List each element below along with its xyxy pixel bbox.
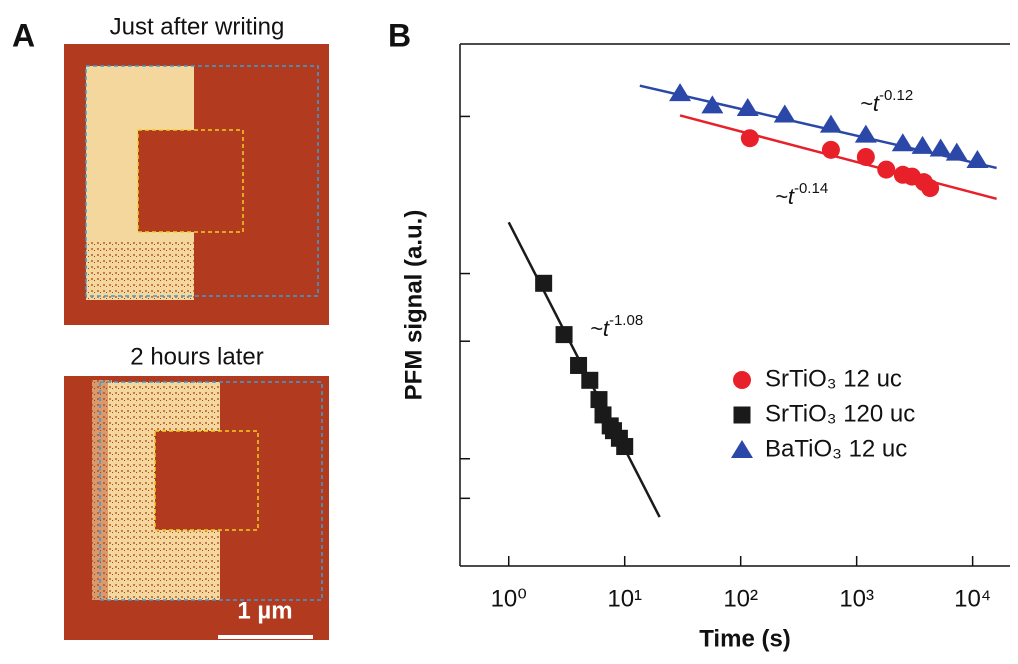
marker xyxy=(740,129,759,148)
fit-line xyxy=(679,114,997,201)
marker xyxy=(570,356,588,374)
annotation-text: ~t xyxy=(860,91,880,116)
legend-label: SrTiO₃ 120 uc xyxy=(765,400,915,427)
marker xyxy=(616,438,634,456)
marker xyxy=(773,104,796,123)
scale-bar-label: 1 µm xyxy=(237,597,292,624)
annotation-exponent: -0.14 xyxy=(794,180,828,197)
annotation: ~t-0.12 xyxy=(860,87,913,116)
panel-label: B xyxy=(388,17,411,53)
marker xyxy=(669,83,692,102)
y-axis-label: PFM signal (a.u.) xyxy=(400,210,427,401)
marker xyxy=(590,391,608,409)
legend-marker xyxy=(731,440,753,458)
marker xyxy=(891,133,914,152)
annotation: ~t-0.14 xyxy=(775,180,828,209)
marker xyxy=(911,135,934,154)
legend-label: SrTiO₃ 12 uc xyxy=(765,365,902,392)
x-axis-label: Time (s) xyxy=(699,625,791,652)
legend-marker xyxy=(733,371,751,389)
marker xyxy=(856,147,875,166)
marker xyxy=(819,114,842,133)
legend-marker xyxy=(733,406,751,424)
x-tick-label: 10³ xyxy=(839,585,874,612)
annotation: ~t-1.08 xyxy=(590,312,643,341)
panel-label: A xyxy=(12,17,35,53)
x-tick-label: 10¹ xyxy=(607,585,642,612)
x-tick-label: 10⁴ xyxy=(954,585,991,612)
image-title: 2 hours later xyxy=(130,343,263,370)
marker xyxy=(921,179,940,198)
image-title: Just after writing xyxy=(110,13,285,40)
marker xyxy=(701,95,724,114)
annotation-text: ~t xyxy=(775,184,795,209)
marker xyxy=(821,140,840,159)
annotation-text: ~t xyxy=(590,316,610,341)
marker xyxy=(535,274,553,292)
marker xyxy=(736,98,759,117)
x-tick-label: 10⁰ xyxy=(491,585,527,612)
marker xyxy=(555,326,573,344)
legend-label: BaTiO₃ 12 uc xyxy=(765,435,907,462)
pfm-image-bottom: 1 µm xyxy=(64,376,329,640)
marker xyxy=(929,138,952,157)
marker xyxy=(877,160,896,179)
marker xyxy=(854,124,877,143)
x-tick-label: 10² xyxy=(723,585,758,612)
annotation-exponent: -1.08 xyxy=(609,312,643,329)
marker xyxy=(966,149,989,168)
pfm-image-top xyxy=(64,44,329,325)
annotation-exponent: -0.12 xyxy=(879,87,913,104)
marker xyxy=(945,142,968,161)
marker xyxy=(581,371,599,389)
